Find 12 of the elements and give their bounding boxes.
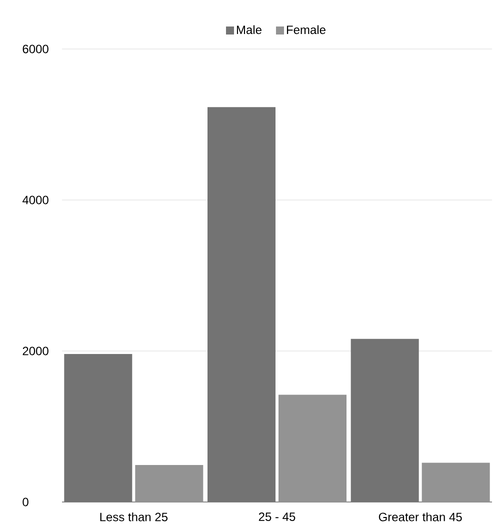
bar <box>350 338 419 502</box>
bar <box>64 354 132 502</box>
y-tick-label: 2000 <box>22 346 48 356</box>
x-tick-label: Less than 25 <box>100 512 168 522</box>
bar <box>208 107 276 502</box>
y-tick-label: 4000 <box>22 196 48 204</box>
y-tick-label: 0 <box>22 498 28 506</box>
x-tick-label: Greater than 45 <box>378 512 462 522</box>
y-tick-label: 6000 <box>22 44 48 54</box>
legend-label: Male <box>236 25 262 34</box>
legend-label: Female <box>286 25 326 34</box>
x-tick-label: 25 - 45 <box>258 512 296 521</box>
